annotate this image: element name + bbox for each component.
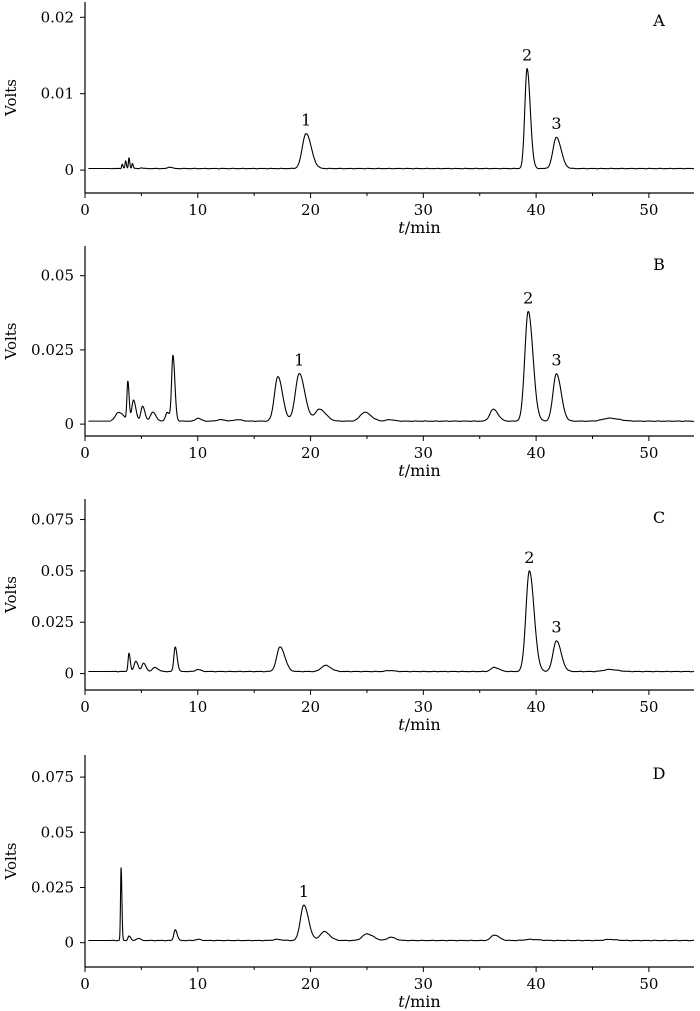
y-axis-label: Volts: [2, 322, 20, 360]
x-tick-label: 10: [188, 698, 207, 716]
x-tick-label: 10: [188, 444, 207, 462]
y-tick-label: 0.05: [41, 823, 74, 841]
y-tick-label: 0.075: [31, 768, 74, 786]
panel-letter: A: [652, 11, 665, 30]
x-tick-label: 40: [527, 698, 546, 716]
y-tick-label: 0: [64, 415, 74, 433]
y-tick-label: 0: [64, 934, 74, 952]
x-tick-label: 50: [639, 201, 658, 219]
y-tick-label: 0.02: [41, 8, 74, 26]
y-tick-label: 0.025: [31, 341, 74, 359]
peak-label-1: 1: [294, 351, 304, 370]
y-tick-label: 0.05: [41, 267, 74, 285]
chromatogram-trace: [110, 867, 695, 942]
chart-panel-a: 0 10 20 30 40 50 0 0.01 0.02 Volts t/min A 1 2 3: [2, 2, 695, 237]
chart-panel-b: 0 10 20 30 40 50 0 0.025 0.05 Volts t/min B 1 2 3: [2, 246, 695, 480]
y-tick-label: 0.075: [31, 511, 74, 529]
y-tick-label: 0: [64, 161, 74, 179]
chromatogram-trace: [110, 570, 695, 673]
peak-label-3: 3: [551, 351, 561, 370]
x-tick-label: 10: [188, 201, 207, 219]
x-tick-label: 40: [527, 444, 546, 462]
peak-label-1: 1: [301, 110, 311, 129]
panel-letter: B: [653, 255, 665, 274]
x-tick-label: 50: [639, 444, 658, 462]
x-tick-label: 20: [301, 975, 320, 993]
x-tick-label: 0: [80, 444, 90, 462]
x-tick-label: 40: [527, 975, 546, 993]
y-tick-label: 0.025: [31, 613, 74, 631]
x-tick-label: 40: [527, 201, 546, 219]
peak-label-3: 3: [551, 618, 561, 637]
peak-label-2: 2: [523, 288, 533, 307]
x-axis-label: t/min: [398, 992, 440, 1011]
chromatogram-trace: [110, 68, 695, 170]
x-axis-label: t/min: [398, 218, 440, 237]
x-tick-label: 50: [639, 698, 658, 716]
x-tick-label: 0: [80, 975, 90, 993]
y-tick-label: 0.05: [41, 562, 74, 580]
y-axis-label: Volts: [2, 842, 20, 880]
x-tick-label: 10: [188, 975, 207, 993]
chart-panel-c: 0 10 20 30 40 50 0 0.025 0.05 0.075 Volts t/min C 2 3: [2, 499, 695, 734]
peak-label-2: 2: [522, 45, 532, 64]
x-axis-label: t/min: [398, 461, 440, 480]
y-tick-label: 0.01: [41, 85, 74, 103]
peak-label-3: 3: [551, 114, 561, 133]
x-tick-label: 0: [80, 698, 90, 716]
x-tick-label: 20: [301, 698, 320, 716]
x-tick-label: 20: [301, 201, 320, 219]
x-tick-label: 50: [639, 975, 658, 993]
x-tick-label: 20: [301, 444, 320, 462]
peak-label-1: 1: [299, 882, 309, 901]
y-tick-label: 0: [64, 665, 74, 683]
x-axis-label: t/min: [398, 715, 440, 734]
y-axis-label: Volts: [2, 576, 20, 614]
panel-letter: C: [653, 508, 665, 527]
y-tick-label: 0.025: [31, 879, 74, 897]
x-tick-label: 30: [414, 444, 433, 462]
chromatogram-trace: [110, 310, 695, 422]
x-tick-label: 0: [80, 201, 90, 219]
peak-label-2: 2: [524, 548, 534, 567]
x-tick-label: 30: [414, 698, 433, 716]
chart-panel-d: 0 10 20 30 40 50 0 0.025 0.05 0.075 Volts t/min D 1: [2, 755, 695, 1011]
x-tick-label: 30: [414, 975, 433, 993]
y-axis-label: Volts: [2, 79, 20, 117]
panel-letter: D: [653, 764, 666, 783]
x-tick-label: 30: [414, 201, 433, 219]
